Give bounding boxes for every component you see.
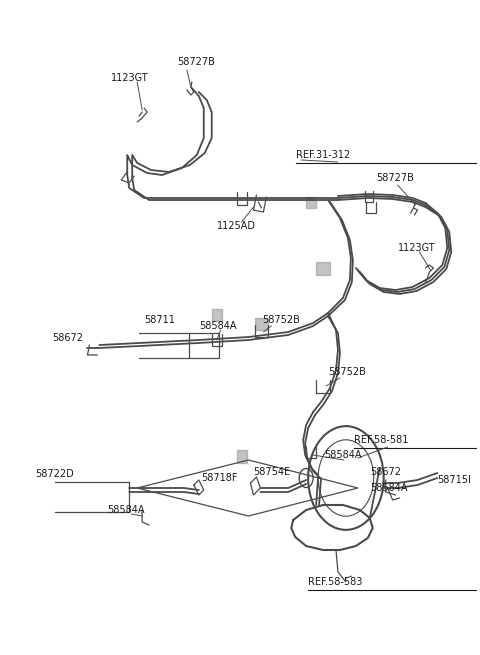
Text: 58584A: 58584A: [108, 505, 145, 515]
Text: 58754E: 58754E: [253, 467, 290, 477]
Text: REF.31-312: REF.31-312: [296, 150, 350, 160]
Text: 58715I: 58715I: [437, 475, 471, 485]
Text: 58584A: 58584A: [370, 483, 407, 493]
Text: 58711: 58711: [144, 315, 175, 325]
Text: 58722D: 58722D: [35, 469, 73, 479]
Text: 1125AD: 1125AD: [216, 221, 256, 231]
Text: 58672: 58672: [52, 333, 83, 343]
Text: 58584A: 58584A: [199, 321, 236, 331]
Text: 1123GT: 1123GT: [111, 73, 149, 83]
Text: 58727B: 58727B: [376, 173, 414, 183]
Text: REF.58-583: REF.58-583: [308, 577, 362, 587]
Text: 58727B: 58727B: [177, 57, 215, 67]
Text: 1123GT: 1123GT: [397, 243, 435, 253]
Text: 58752B: 58752B: [263, 315, 300, 325]
Text: 58584A: 58584A: [324, 450, 361, 460]
Text: 58718F: 58718F: [201, 473, 237, 483]
Text: 58672: 58672: [370, 467, 401, 477]
Text: 58752B: 58752B: [328, 367, 366, 377]
Text: REF.58-581: REF.58-581: [354, 435, 408, 445]
